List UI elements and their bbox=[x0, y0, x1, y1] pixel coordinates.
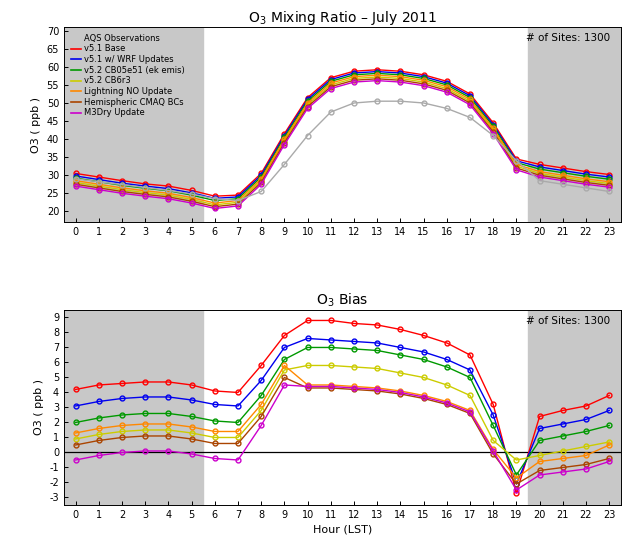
Text: # of Sites: 1300: # of Sites: 1300 bbox=[525, 33, 610, 43]
Bar bbox=[528, 310, 621, 505]
Legend: AQS Observations, v5.1 Base, v5.1 w/ WRF Updates, v5.2 CB05e51 (ek emis), v5.2 C: AQS Observations, v5.1 Base, v5.1 w/ WRF… bbox=[68, 31, 188, 120]
Title: O$_3$ Bias: O$_3$ Bias bbox=[316, 292, 369, 309]
Bar bbox=[528, 27, 621, 222]
Y-axis label: O3 ( ppb ): O3 ( ppb ) bbox=[31, 97, 41, 153]
Bar bbox=[64, 27, 204, 222]
Y-axis label: O3 ( ppb ): O3 ( ppb ) bbox=[34, 380, 44, 435]
Title: O$_3$ Mixing Ratio – July 2011: O$_3$ Mixing Ratio – July 2011 bbox=[248, 9, 437, 27]
X-axis label: Hour (LST): Hour (LST) bbox=[313, 524, 372, 534]
Text: # of Sites: 1300: # of Sites: 1300 bbox=[525, 316, 610, 326]
Bar bbox=[64, 310, 204, 505]
